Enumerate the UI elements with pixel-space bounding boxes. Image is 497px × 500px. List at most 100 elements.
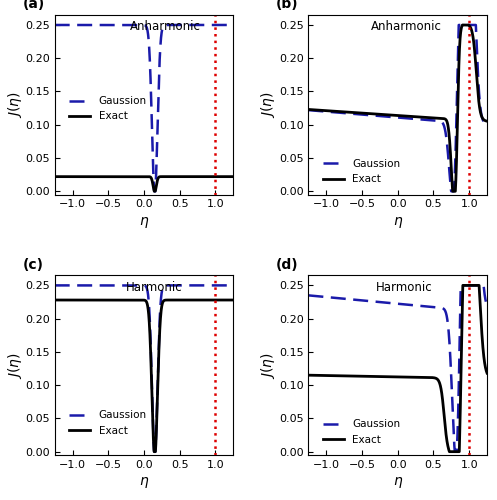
Gaussion [61, 22, 67, 28]
Exact [116, 174, 122, 180]
Line: Exact: Exact [55, 176, 234, 192]
Exact [450, 188, 456, 194]
Exact [165, 297, 171, 303]
Exact [305, 106, 311, 112]
Gaussion [315, 293, 321, 299]
Gaussion [438, 118, 444, 124]
Text: (d): (d) [276, 258, 299, 272]
Exact [411, 114, 417, 119]
Gaussion [158, 42, 164, 48]
Y-axis label: $J(\eta)$: $J(\eta)$ [259, 92, 277, 118]
Gaussion [370, 298, 376, 304]
Gaussion [419, 116, 425, 122]
Gaussion [456, 22, 462, 28]
Line: Gaussion: Gaussion [308, 25, 487, 192]
Exact [315, 107, 321, 113]
Exact [52, 297, 58, 303]
Gaussion [165, 22, 171, 28]
Text: Harmonic: Harmonic [376, 281, 433, 294]
Line: Exact: Exact [308, 286, 487, 452]
Gaussion [484, 303, 490, 309]
Y-axis label: $J(\eta)$: $J(\eta)$ [5, 352, 24, 378]
Text: (c): (c) [22, 258, 44, 272]
Text: (b): (b) [276, 0, 299, 12]
Text: Anharmonic: Anharmonic [371, 20, 442, 34]
Gaussion [194, 282, 200, 288]
Exact [158, 174, 164, 180]
Gaussion [231, 282, 237, 288]
Exact [484, 118, 490, 124]
Exact [184, 174, 190, 180]
Gaussion [305, 292, 311, 298]
Exact [184, 297, 190, 303]
Gaussion [184, 282, 190, 288]
Gaussion [151, 448, 157, 454]
Exact [61, 174, 67, 180]
Gaussion [411, 302, 417, 308]
Exact [370, 374, 376, 380]
Exact [194, 297, 200, 303]
Gaussion [61, 282, 67, 288]
Exact [446, 448, 452, 454]
Exact [484, 370, 490, 376]
Gaussion [151, 188, 157, 194]
X-axis label: $\eta$: $\eta$ [139, 215, 149, 230]
Gaussion [52, 22, 58, 28]
Exact [460, 282, 466, 288]
X-axis label: $\eta$: $\eta$ [393, 215, 403, 230]
Line: Gaussion: Gaussion [308, 286, 487, 452]
Line: Exact: Exact [308, 25, 487, 192]
Exact [231, 174, 237, 180]
Gaussion [231, 22, 237, 28]
Gaussion [305, 107, 311, 113]
Gaussion [419, 303, 425, 309]
Y-axis label: $J(\eta)$: $J(\eta)$ [5, 92, 24, 118]
Exact [447, 448, 453, 454]
Legend: Gaussion, Exact: Gaussion, Exact [319, 416, 405, 449]
Exact [419, 114, 425, 120]
Legend: Gaussion, Exact: Gaussion, Exact [319, 155, 405, 188]
Legend: Gaussion, Exact: Gaussion, Exact [65, 406, 151, 440]
Gaussion [165, 282, 171, 288]
Gaussion [484, 122, 490, 128]
Exact [447, 149, 453, 155]
Gaussion [370, 112, 376, 118]
Gaussion [315, 108, 321, 114]
Exact [151, 188, 157, 194]
Exact [459, 22, 465, 28]
Exact [305, 372, 311, 378]
Text: Anharmonic: Anharmonic [130, 20, 201, 34]
Line: Gaussion: Gaussion [55, 25, 234, 192]
Gaussion [447, 180, 453, 186]
Gaussion [184, 22, 190, 28]
Exact [370, 111, 376, 117]
Exact [52, 174, 58, 180]
Text: Harmonic: Harmonic [126, 281, 183, 294]
Gaussion [52, 282, 58, 288]
Exact [411, 374, 417, 380]
Gaussion [448, 188, 454, 194]
Gaussion [194, 22, 200, 28]
Gaussion [116, 282, 122, 288]
Exact [194, 174, 200, 180]
Exact [419, 374, 425, 380]
Exact [315, 372, 321, 378]
Gaussion [116, 22, 122, 28]
Exact [116, 297, 122, 303]
X-axis label: $\eta$: $\eta$ [393, 476, 403, 490]
X-axis label: $\eta$: $\eta$ [139, 476, 149, 490]
Exact [158, 316, 164, 322]
Line: Exact: Exact [55, 300, 234, 452]
Line: Gaussion: Gaussion [55, 286, 234, 452]
Exact [151, 448, 157, 454]
Exact [438, 116, 444, 121]
Gaussion [452, 448, 458, 454]
Gaussion [447, 356, 453, 362]
Gaussion [158, 303, 164, 309]
Gaussion [438, 305, 444, 311]
Text: (a): (a) [22, 0, 45, 12]
Exact [231, 297, 237, 303]
Y-axis label: $J(\eta)$: $J(\eta)$ [259, 352, 277, 378]
Exact [165, 174, 171, 180]
Exact [61, 297, 67, 303]
